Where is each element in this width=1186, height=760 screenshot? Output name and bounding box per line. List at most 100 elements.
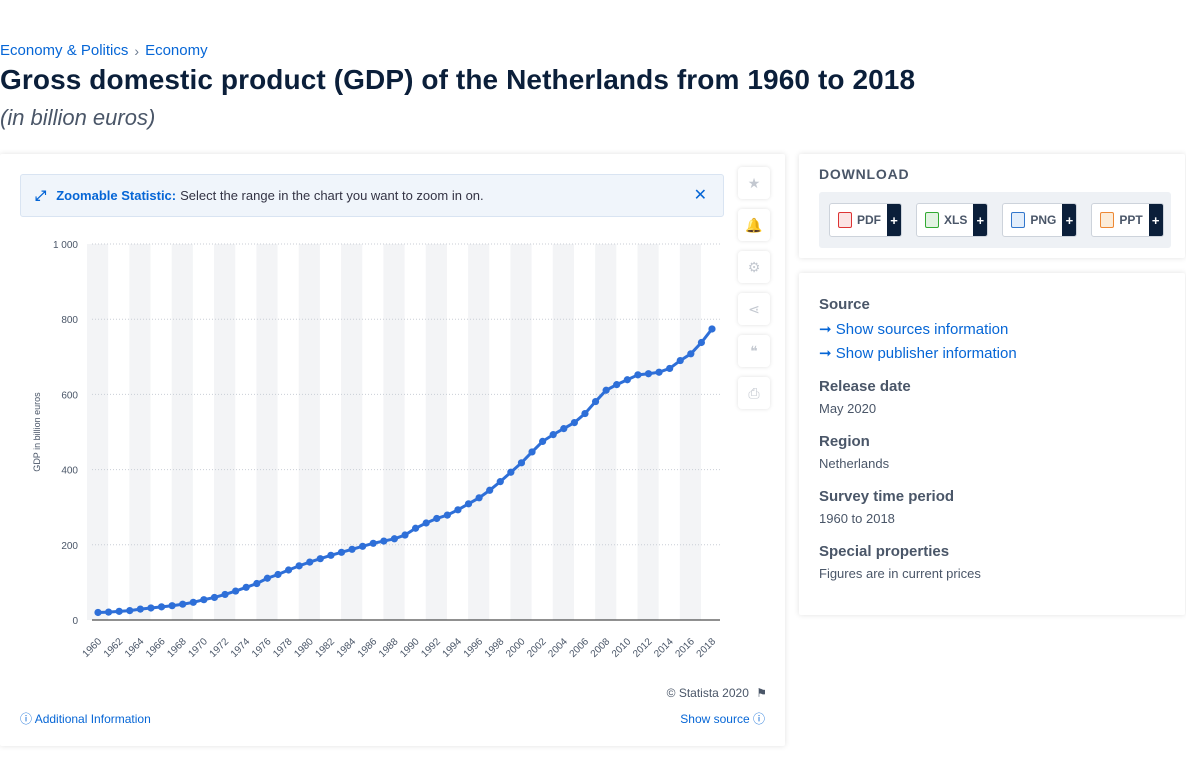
x-tick-label: 1990 (398, 636, 422, 660)
download-ppt-label: PPT (1119, 213, 1143, 227)
x-tick-label: 2014 (652, 636, 676, 660)
gear-icon[interactable]: ⚙ (738, 251, 770, 283)
data-point (591, 397, 600, 406)
data-point (517, 459, 526, 467)
x-tick-label: 2010 (610, 636, 634, 660)
breadcrumb-economy-politics[interactable]: Economy & Politics (0, 42, 129, 59)
data-point (359, 542, 367, 550)
breadcrumb-economy[interactable]: Economy (145, 42, 208, 59)
download-xls-button[interactable]: XLS + (916, 203, 989, 237)
plus-icon: + (1062, 204, 1077, 236)
share-icon[interactable]: ⋖ (738, 293, 770, 325)
download-xls-label: XLS (944, 213, 968, 227)
data-point (200, 596, 208, 604)
plus-icon: + (973, 204, 988, 236)
ppt-file-icon (1100, 212, 1115, 228)
survey-period-value: 1960 to 2018 (819, 511, 895, 526)
info-icon: ⓘ (20, 712, 33, 726)
show-publisher-label: Show publisher information (835, 345, 1017, 362)
data-point (708, 325, 716, 333)
data-point (676, 356, 684, 365)
quote-icon[interactable]: ❝ (738, 335, 770, 367)
chart-band (595, 244, 617, 620)
chart-band (256, 244, 278, 620)
x-tick-label: 1992 (419, 636, 443, 660)
x-tick-label: 1960 (81, 636, 105, 660)
data-point (570, 419, 578, 427)
data-point (644, 370, 653, 378)
data-point (210, 593, 219, 602)
flag-icon[interactable]: ⚑ (756, 686, 767, 700)
data-point (263, 574, 271, 582)
show-source-label: Show source (680, 712, 750, 726)
gdp-line-chart[interactable]: 0 200 400 600 800 1 000 GDP in billion euros 19… (0, 154, 735, 684)
info-icon: ⓘ (752, 712, 765, 726)
download-ppt-button[interactable]: PPT + (1091, 203, 1164, 237)
copyright-text: © Statista 2020 (666, 686, 749, 700)
data-point (232, 587, 240, 595)
chart-band (129, 244, 151, 620)
data-point (295, 562, 303, 570)
chart-band (637, 244, 659, 620)
download-title: DOWNLOAD (819, 166, 910, 182)
close-icon[interactable]: ✕ (693, 187, 707, 204)
data-point (168, 602, 176, 610)
x-tick-label: 1968 (165, 636, 189, 660)
chart-card: ⤢ Zoomable Statistic: Select the range i… (0, 154, 785, 746)
x-tick-label: 1988 (377, 636, 401, 660)
data-point (602, 386, 610, 394)
plus-icon: + (1148, 204, 1163, 236)
special-properties-title: Special properties (819, 543, 950, 560)
y-tick-label: 600 (61, 390, 78, 401)
chart-band (298, 244, 320, 620)
bell-icon[interactable]: 🔔 (738, 209, 770, 241)
data-point (443, 511, 451, 519)
page-title: Gross domestic product (GDP) of the Neth… (0, 64, 916, 95)
x-tick-label: 1982 (314, 636, 338, 660)
chart-tools: ★ 🔔 ⚙ ⋖ ❝ ⎙ (738, 167, 772, 419)
x-tick-label: 1994 (441, 636, 465, 660)
data-point (486, 486, 494, 494)
download-pdf-button[interactable]: PDF + (829, 203, 902, 237)
data-point (115, 607, 123, 615)
data-point (189, 598, 197, 606)
release-date-value: May 2020 (819, 401, 877, 416)
x-tick-label: 2016 (673, 636, 697, 660)
chart-band (87, 244, 109, 620)
x-tick-label: 1984 (335, 636, 359, 660)
data-point (613, 381, 621, 389)
page-subtitle: (in billion euros) (0, 105, 156, 130)
show-sources-label: Show sources information (835, 321, 1009, 338)
show-source-link[interactable]: Show source ⓘ (680, 710, 765, 727)
survey-period-title: Survey time period (819, 488, 955, 505)
source-title: Source (819, 296, 870, 313)
data-point (221, 590, 229, 599)
star-icon[interactable]: ★ (738, 167, 770, 199)
zoom-title: Zoomable Statistic: (56, 188, 177, 203)
data-point (401, 531, 409, 539)
data-point (623, 376, 631, 384)
data-point (369, 539, 377, 547)
release-date-title: Release date (819, 378, 911, 395)
chart-band (679, 244, 701, 620)
data-point (697, 338, 706, 347)
x-tick-label: 1964 (123, 636, 147, 660)
x-tick-label: 1962 (102, 636, 126, 660)
x-tick-label: 1972 (208, 636, 232, 660)
show-sources-link[interactable]: ➞ Show sources information (819, 320, 1008, 338)
breadcrumb: Economy & Politics › Economy (0, 42, 208, 59)
data-point (94, 608, 102, 617)
data-point (274, 570, 282, 579)
x-tick-label: 2018 (695, 636, 719, 660)
x-tick-label: 1980 (292, 636, 316, 660)
print-icon[interactable]: ⎙ (738, 377, 770, 409)
download-png-button[interactable]: PNG + (1002, 203, 1078, 237)
additional-information-link[interactable]: ⓘ Additional Information (20, 710, 151, 727)
data-point (348, 545, 356, 553)
data-point (157, 603, 166, 611)
show-publisher-link[interactable]: ➞ Show publisher information (819, 344, 1017, 362)
png-file-icon (1011, 212, 1026, 228)
chart-band (425, 244, 447, 620)
y-tick-label: 200 (61, 541, 78, 552)
y-tick-label: 0 (72, 616, 78, 627)
